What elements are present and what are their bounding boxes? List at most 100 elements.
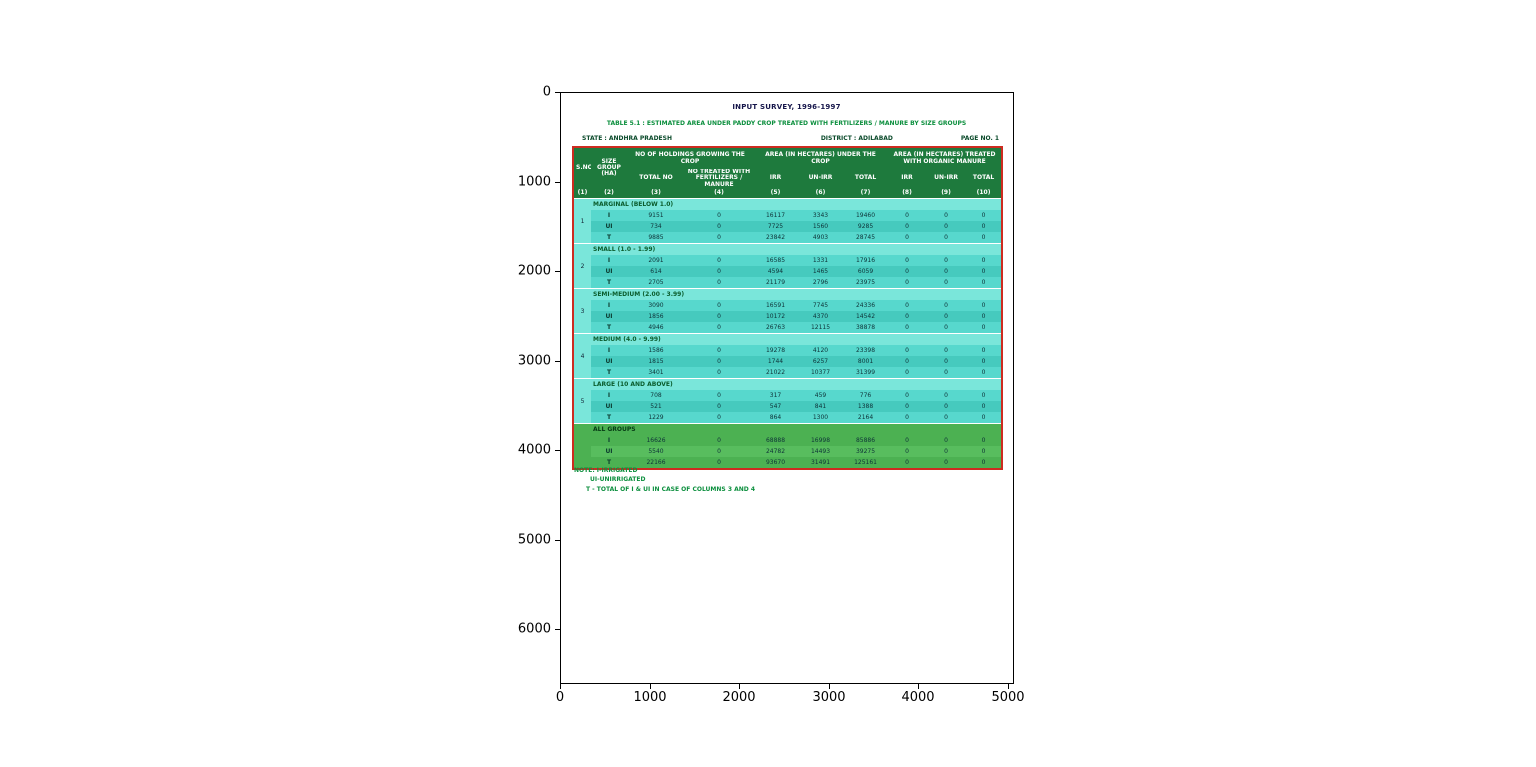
row-label: UI <box>591 221 627 233</box>
section-sno: 5 <box>573 378 591 424</box>
cell-value: 0 <box>685 367 753 379</box>
cell-value: 841 <box>798 401 843 413</box>
section-sno <box>573 423 591 470</box>
y-tick-label: 2000 <box>517 263 551 279</box>
cell-value: 734 <box>627 221 685 233</box>
cell-value: 0 <box>888 367 927 379</box>
note-line: T - TOTAL OF I & UI IN CASE OF COLUMNS 3… <box>586 485 756 493</box>
cell-value: 0 <box>966 446 1003 458</box>
cell-value: 0 <box>926 266 967 278</box>
cell-value: 0 <box>926 311 967 323</box>
cell-value: 22166 <box>627 457 685 470</box>
cell-value: 0 <box>926 367 967 379</box>
cell-value: 0 <box>685 345 753 357</box>
header-crop-unirr: UN-IRR <box>798 169 843 189</box>
cell-value: 4903 <box>798 232 843 244</box>
cell-value: 0 <box>888 255 927 267</box>
header-holdings-group: NO OF HOLDINGS GROWING THE CROP <box>627 147 753 169</box>
cell-value: 31491 <box>798 457 843 470</box>
cell-value: 0 <box>888 401 927 413</box>
cell-value: 0 <box>888 390 927 402</box>
y-tick-label: 0 <box>542 84 551 100</box>
cell-value: 8001 <box>843 356 889 368</box>
col-number: (3) <box>627 188 685 199</box>
header-sno: S.NO <box>573 147 591 189</box>
cell-value: 21179 <box>753 277 798 289</box>
cell-value: 1560 <box>798 221 843 233</box>
table-note: NOTE: I-IRRIGATED UI-UNIRRIGATED T - TOT… <box>574 466 755 494</box>
section-title: MEDIUM (4.0 - 9.99) <box>591 333 1003 346</box>
y-tick-mark <box>555 361 560 362</box>
cell-value: 0 <box>685 277 753 289</box>
cell-value: 0 <box>966 390 1003 402</box>
cell-value: 0 <box>966 210 1003 222</box>
cell-value: 0 <box>926 322 967 334</box>
cell-value: 3343 <box>798 210 843 222</box>
cell-value: 1815 <box>627 356 685 368</box>
header-manure-unirr: UN-IRR <box>926 169 967 189</box>
cell-value: 9885 <box>627 232 685 244</box>
col-number: (5) <box>753 188 798 199</box>
cell-value: 0 <box>926 221 967 233</box>
cell-value: 16585 <box>753 255 798 267</box>
section-title: ALL GROUPS <box>591 423 1003 436</box>
cell-value: 0 <box>685 232 753 244</box>
cell-value: 5540 <box>627 446 685 458</box>
cell-value: 39275 <box>843 446 889 458</box>
cell-value: 4120 <box>798 345 843 357</box>
district-label: DISTRICT : ADILABAD <box>820 135 893 142</box>
cell-value: 0 <box>966 412 1003 424</box>
cell-value: 0 <box>685 210 753 222</box>
cell-value: 19460 <box>843 210 889 222</box>
cell-value: 0 <box>685 412 753 424</box>
col-number: (2) <box>591 188 627 199</box>
cell-value: 12115 <box>798 322 843 334</box>
cell-value: 26763 <box>753 322 798 334</box>
row-label: I <box>591 300 627 312</box>
x-tick-label: 1000 <box>633 690 667 705</box>
header-area-manure-group: AREA (IN HECTARES) TREATED WITH ORGANIC … <box>888 147 1003 169</box>
cell-value: 0 <box>888 457 927 470</box>
cell-value: 2705 <box>627 277 685 289</box>
cell-value: 547 <box>753 401 798 413</box>
cell-value: 0 <box>966 457 1003 470</box>
cell-value: 10377 <box>798 367 843 379</box>
row-label: UI <box>591 311 627 323</box>
cell-value: 85886 <box>843 435 889 447</box>
row-label: T <box>591 232 627 244</box>
col-number: (6) <box>798 188 843 199</box>
cell-value: 0 <box>926 300 967 312</box>
cell-value: 9151 <box>627 210 685 222</box>
cell-value: 0 <box>888 412 927 424</box>
cell-value: 21022 <box>753 367 798 379</box>
cell-value: 7745 <box>798 300 843 312</box>
row-label: UI <box>591 356 627 368</box>
cell-value: 708 <box>627 390 685 402</box>
y-tick-label: 5000 <box>517 532 551 548</box>
row-label: UI <box>591 401 627 413</box>
cell-value: 38878 <box>843 322 889 334</box>
plot-axes: INPUT SURVEY, 1996-1997 TABLE 5.1 : ESTI… <box>560 92 1014 684</box>
cell-value: 0 <box>888 210 927 222</box>
cell-value: 0 <box>966 266 1003 278</box>
cell-value: 6059 <box>843 266 889 278</box>
cell-value: 4370 <box>798 311 843 323</box>
cell-value: 521 <box>627 401 685 413</box>
cell-value: 68888 <box>753 435 798 447</box>
header-crop-irr: IRR <box>753 169 798 189</box>
cell-value: 0 <box>966 311 1003 323</box>
cell-value: 0 <box>685 311 753 323</box>
cell-value: 16117 <box>753 210 798 222</box>
section-sno: 4 <box>573 333 591 379</box>
cell-value: 0 <box>926 390 967 402</box>
cell-value: 31399 <box>843 367 889 379</box>
cell-value: 1465 <box>798 266 843 278</box>
cell-value: 2796 <box>798 277 843 289</box>
x-tick-label: 4000 <box>901 690 935 705</box>
cell-value: 0 <box>685 390 753 402</box>
x-tick-label: 3000 <box>812 690 846 705</box>
x-tick-mark <box>918 684 919 689</box>
cell-value: 2164 <box>843 412 889 424</box>
cell-value: 1388 <box>843 401 889 413</box>
